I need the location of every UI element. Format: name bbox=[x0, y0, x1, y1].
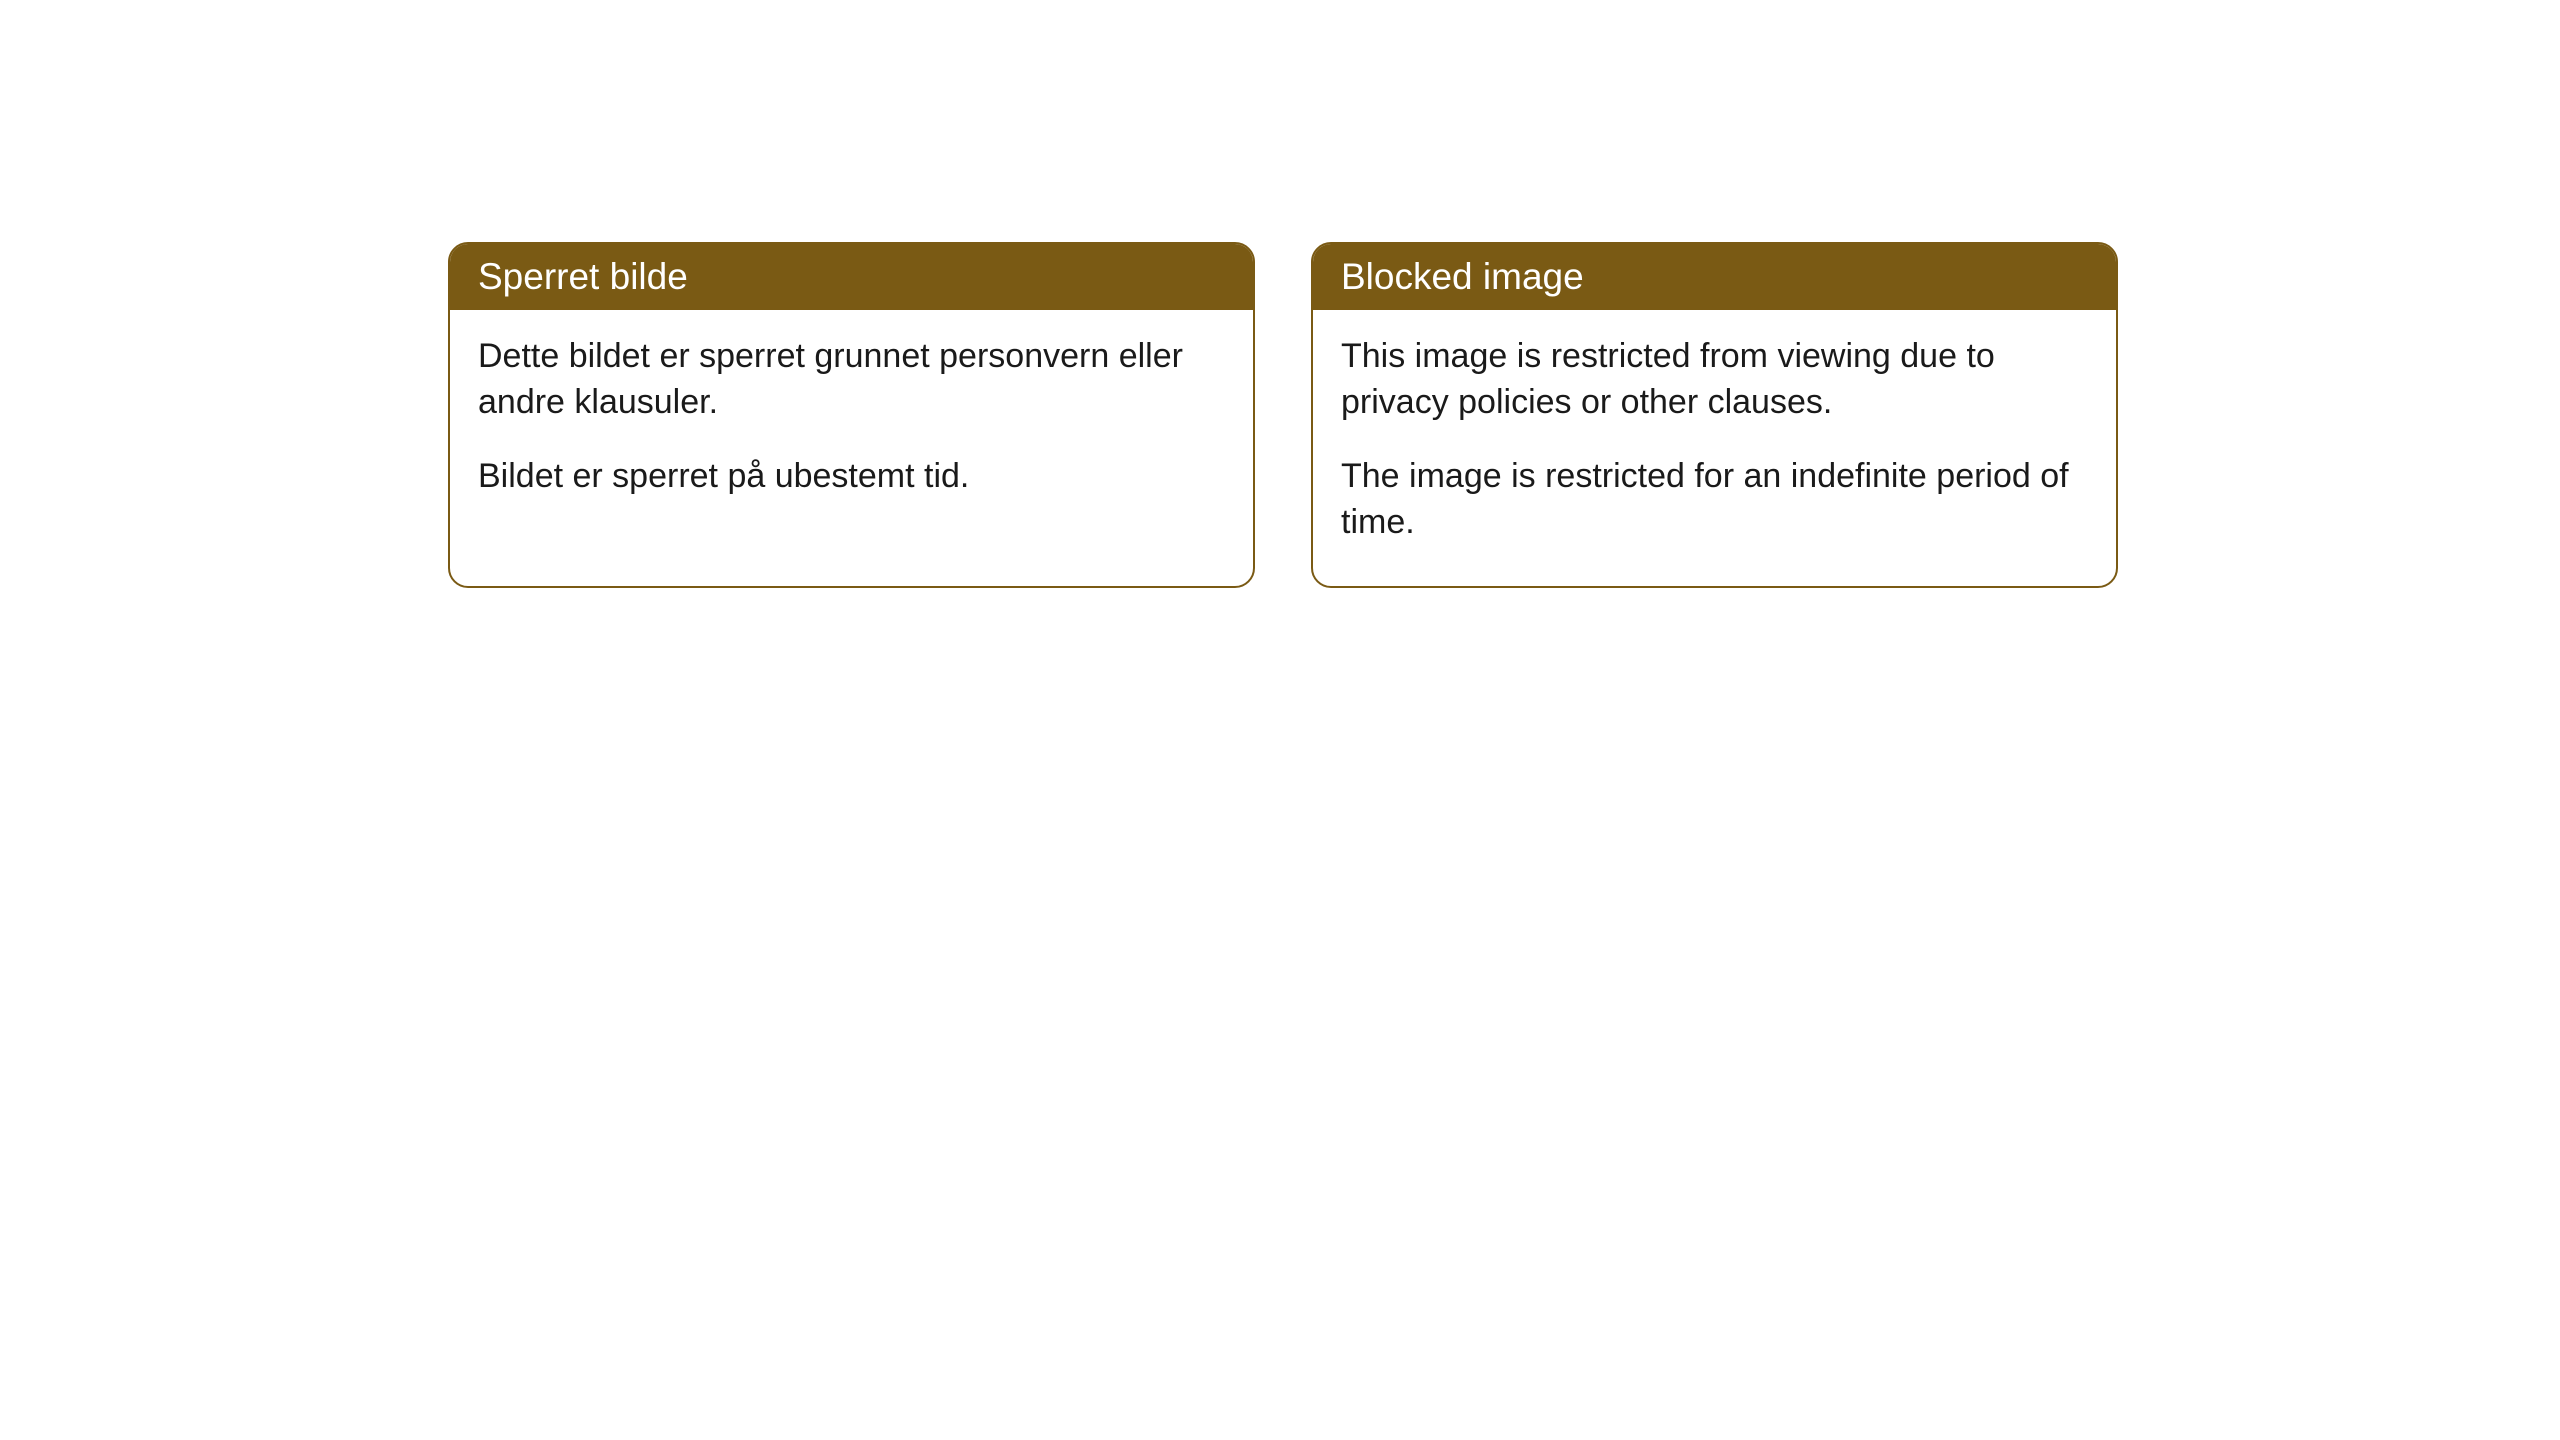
card-paragraph: Dette bildet er sperret grunnet personve… bbox=[478, 334, 1225, 426]
card-header: Sperret bilde bbox=[450, 244, 1253, 310]
card-title: Blocked image bbox=[1341, 256, 1584, 297]
card-paragraph: Bildet er sperret på ubestemt tid. bbox=[478, 454, 1225, 500]
card-body: This image is restricted from viewing du… bbox=[1313, 310, 2116, 586]
card-paragraph: This image is restricted from viewing du… bbox=[1341, 334, 2088, 426]
card-header: Blocked image bbox=[1313, 244, 2116, 310]
card-title: Sperret bilde bbox=[478, 256, 688, 297]
notice-card-norwegian: Sperret bilde Dette bildet er sperret gr… bbox=[448, 242, 1255, 588]
notice-cards-container: Sperret bilde Dette bildet er sperret gr… bbox=[448, 242, 2118, 588]
card-body: Dette bildet er sperret grunnet personve… bbox=[450, 310, 1253, 540]
notice-card-english: Blocked image This image is restricted f… bbox=[1311, 242, 2118, 588]
card-paragraph: The image is restricted for an indefinit… bbox=[1341, 454, 2088, 546]
